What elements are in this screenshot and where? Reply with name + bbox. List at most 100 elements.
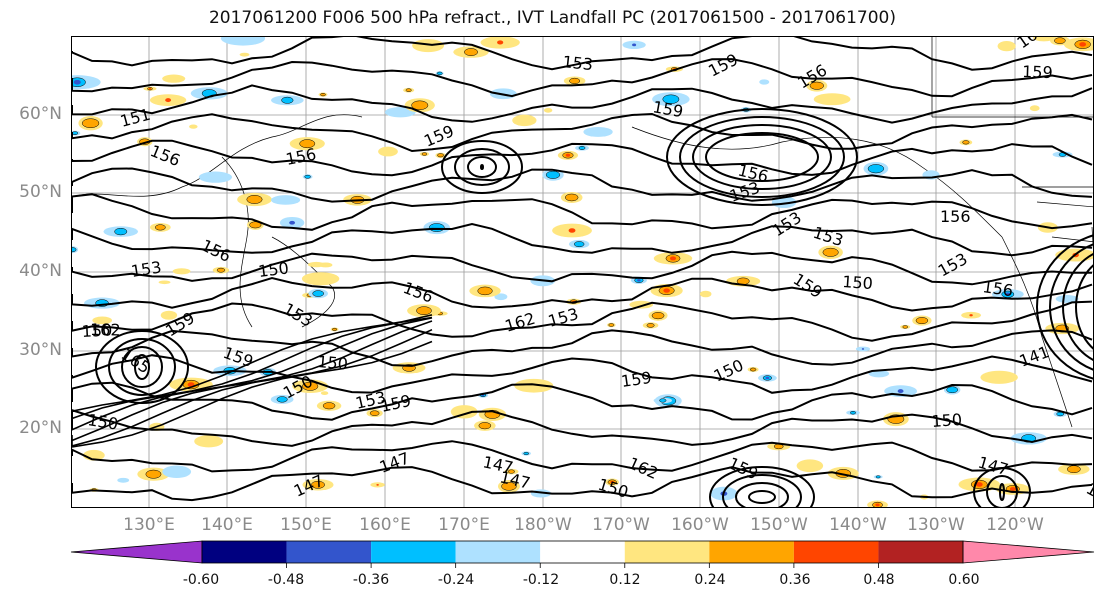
lon-label-180w: 180°W xyxy=(514,515,572,535)
negative-anomaly-core xyxy=(312,290,324,297)
positive-anomaly-core xyxy=(405,88,412,92)
positive-anomaly xyxy=(307,261,325,268)
contour-value-label: 159 xyxy=(725,453,761,483)
positive-anomaly-core xyxy=(646,323,655,328)
positive-anomaly xyxy=(514,378,554,393)
jet-contour xyxy=(72,328,433,447)
negative-anomaly xyxy=(162,465,192,479)
positive-anomaly xyxy=(158,280,171,285)
lon-label-160w: 160°W xyxy=(671,515,729,535)
positive-anomaly-core xyxy=(320,93,326,97)
positive-anomaly-core xyxy=(822,247,839,257)
positive-anomaly-core xyxy=(569,77,581,84)
negative-anomaly xyxy=(271,195,301,205)
closed-contour xyxy=(467,156,497,178)
positive-anomaly-core xyxy=(1067,465,1081,474)
positive-anomaly-core xyxy=(216,267,226,273)
anomaly-peak xyxy=(1005,292,1011,297)
positive-anomaly-core xyxy=(749,367,757,372)
negative-anomaly xyxy=(759,79,770,85)
colorbar-segments xyxy=(70,540,1095,568)
positive-anomaly-core xyxy=(477,286,493,296)
negative-anomaly-core xyxy=(114,227,128,236)
jet-contour xyxy=(72,320,433,442)
anomaly-peak xyxy=(73,79,81,85)
anomaly-peak xyxy=(165,98,172,103)
contour-value-label: 159 xyxy=(790,269,826,302)
negative-anomaly-core xyxy=(573,241,585,248)
contour-value-label: 162 xyxy=(625,453,661,483)
positive-anomaly xyxy=(796,459,824,473)
negative-anomaly-core xyxy=(428,223,445,232)
positive-anomaly-core xyxy=(651,312,665,320)
contour-line xyxy=(72,466,1093,502)
negative-anomaly-core xyxy=(946,386,959,394)
colorbar-tick-label: 0.48 xyxy=(863,572,895,588)
closed-contour xyxy=(722,474,802,507)
lon-label-150w: 150°W xyxy=(750,515,808,535)
anomaly-peak xyxy=(897,389,904,394)
positive-anomaly-core xyxy=(302,381,319,391)
contour-value-label: 150 xyxy=(86,410,119,434)
colorbar-segment xyxy=(793,541,879,563)
anomaly-peak xyxy=(376,484,379,486)
anomaly-peak xyxy=(875,503,880,507)
closed-contour xyxy=(705,132,819,182)
contour-line xyxy=(72,440,1093,473)
positive-anomaly-core xyxy=(246,195,263,204)
closed-contour xyxy=(1049,243,1093,371)
closed-contour xyxy=(1062,253,1093,361)
lon-label-150e: 150°E xyxy=(280,515,332,535)
jet-contour xyxy=(72,317,433,431)
contour-line xyxy=(72,58,1093,98)
contour-value-label: 153 xyxy=(935,249,971,280)
contour-line xyxy=(72,139,1093,177)
closed-contour xyxy=(735,482,789,507)
positive-anomaly-core xyxy=(411,100,429,110)
contour-value-label: 159 xyxy=(1022,62,1053,82)
contour-value-label: 156 xyxy=(284,144,318,168)
positive-anomaly-core xyxy=(249,221,262,229)
colorbar-segment xyxy=(709,541,794,563)
contour-value-label: 150 xyxy=(81,320,112,341)
closed-contour xyxy=(134,354,150,380)
lon-label-160e: 160°E xyxy=(359,515,411,535)
lat-label-60n: 60°N xyxy=(19,104,62,124)
map-canvas: 1621591561531591591591561531531511561561… xyxy=(72,37,1093,507)
positive-anomaly-core xyxy=(464,48,478,56)
negative-anomaly-core xyxy=(867,164,885,174)
contour-line xyxy=(72,193,1093,231)
contour-value-label: 150 xyxy=(257,258,290,281)
positive-anomaly xyxy=(194,435,224,448)
lon-label-170e: 170°E xyxy=(438,515,490,535)
positive-anomaly-core xyxy=(437,153,444,158)
colorbar-segment xyxy=(202,541,287,563)
contour-value-label: 153 xyxy=(280,299,316,331)
positive-anomaly-core xyxy=(608,323,615,327)
contour-line xyxy=(72,222,1093,257)
positive-anomaly xyxy=(412,39,445,53)
negative-anomaly xyxy=(494,293,508,301)
anomaly-peak xyxy=(663,288,670,293)
negative-anomaly xyxy=(198,171,233,183)
negative-anomaly-core xyxy=(276,396,288,403)
positive-anomaly-core xyxy=(311,480,325,489)
contour-value-label: 156 xyxy=(940,207,971,226)
contour-line xyxy=(72,329,1093,367)
anomaly-peak xyxy=(148,88,152,90)
positive-anomaly-core xyxy=(145,469,162,479)
contour-value-label: 153 xyxy=(811,223,846,251)
contour-value-label: 162 xyxy=(503,309,538,336)
negative-anomaly-core xyxy=(545,170,561,179)
refractivity-contours xyxy=(72,37,1093,507)
positive-anomaly-core xyxy=(915,317,929,325)
colorbar-tick-label: 0.60 xyxy=(948,572,980,588)
contour-line xyxy=(72,112,1093,153)
colorbar-tick-label: 0.36 xyxy=(779,572,811,588)
contour-line xyxy=(72,167,1093,203)
anomaly-peak xyxy=(497,40,504,45)
positive-anomaly xyxy=(160,310,178,320)
contour-value-label: 153 xyxy=(562,52,594,74)
lon-label-120w: 120°W xyxy=(986,515,1044,535)
positive-anomaly-core xyxy=(299,139,316,149)
